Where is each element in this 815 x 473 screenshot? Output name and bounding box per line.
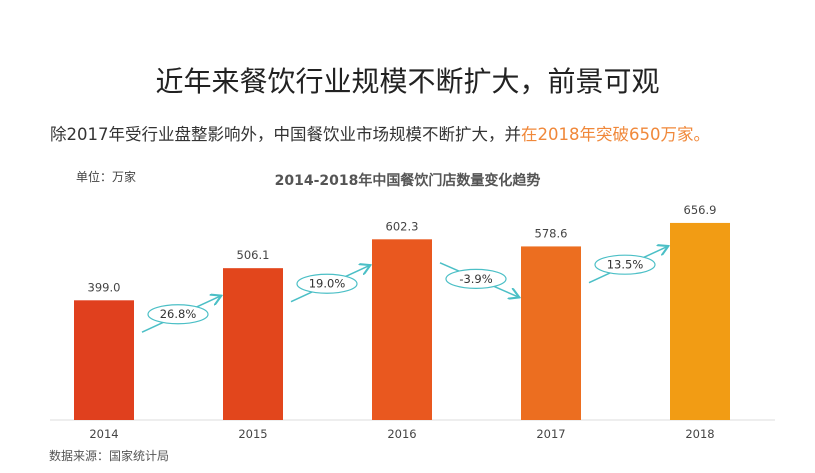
growth-ellipse-2 [445, 268, 507, 289]
x-tick-label-2018: 2018 [685, 427, 714, 441]
unit-label: 单位：万家 [76, 170, 137, 184]
value-label-2014: 399.0 [88, 280, 121, 294]
page-subtitle: 除2017年受行业盘整影响外，中国餐饮业市场规模不断扩大，并在2018年突破65… [50, 121, 710, 145]
page-title: 近年来餐饮行业规模不断扩大，前景可观 [155, 65, 660, 98]
value-label-2018: 656.9 [684, 203, 717, 217]
growth-rate-label-1: 19.0% [309, 277, 346, 291]
growth-ellipse-1 [296, 273, 358, 294]
x-tick-label-2015: 2015 [238, 427, 267, 441]
value-label-2017: 578.6 [535, 226, 568, 240]
bar-2017 [521, 246, 581, 420]
x-tick-label-2014: 2014 [89, 427, 118, 441]
bar-2018 [670, 222, 730, 420]
chart-title: 2014-2018年中国餐饮门店数量变化趋势 [274, 173, 541, 189]
growth-rate-label-3: 13.5% [607, 258, 644, 272]
x-tick-label-2016: 2016 [387, 427, 416, 441]
growth-rate-label-2: -3.9% [459, 272, 492, 286]
value-label-2015: 506.1 [237, 248, 270, 262]
growth-rate-label-0: 26.8% [160, 307, 197, 321]
subtitle-text: 除2017年受行业盘整影响外，中国餐饮业市场规模不断扩大，并 [50, 125, 521, 144]
bar-2014 [74, 300, 134, 420]
growth-ellipse-3 [594, 254, 656, 275]
growth-ellipse-0 [147, 304, 209, 325]
bar-2016 [372, 239, 432, 420]
x-tick-label-2017: 2017 [536, 427, 565, 441]
data-source: 数据来源：国家统计局 [49, 449, 170, 463]
bar-2015 [223, 268, 283, 420]
subtitle-highlight: 在2018年突破650万家。 [521, 125, 710, 144]
value-label-2016: 602.3 [386, 219, 419, 233]
